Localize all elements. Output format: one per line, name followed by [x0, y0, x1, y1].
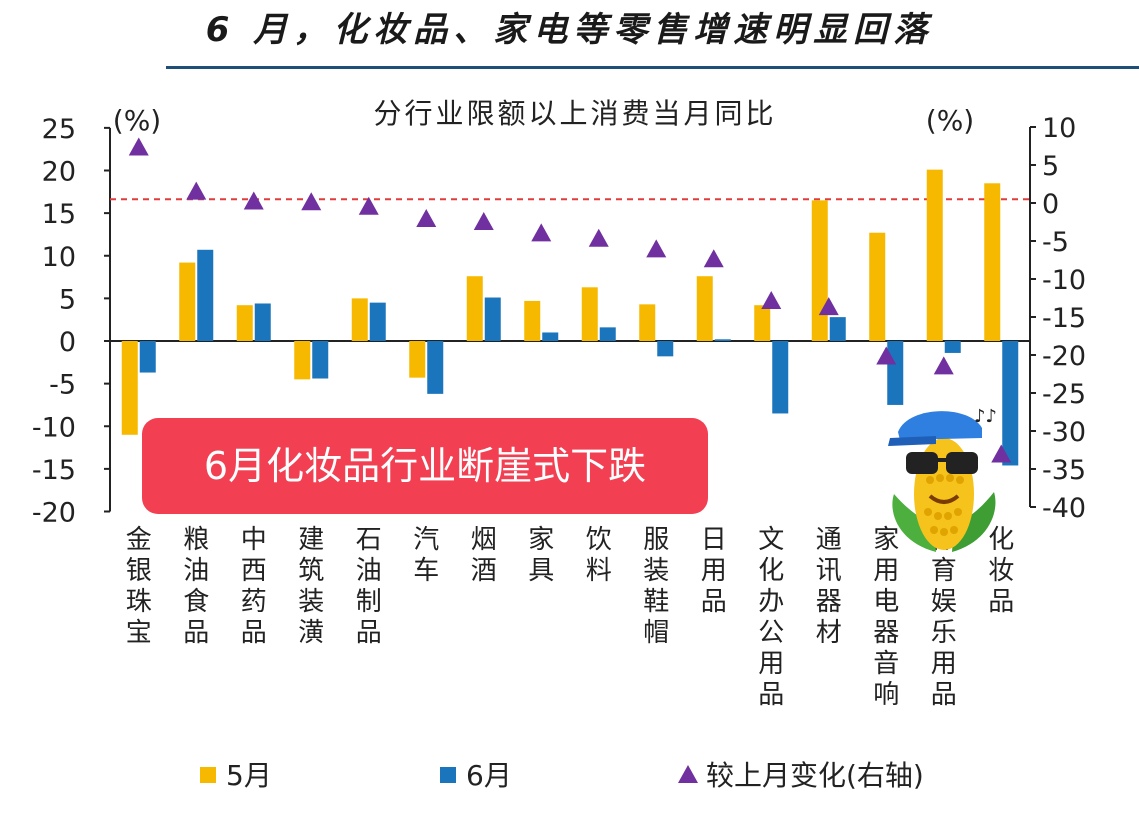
bar-june	[944, 341, 961, 353]
category-label: 家用电器音响	[873, 525, 899, 710]
category-label: 饮料	[586, 525, 612, 586]
bar-may	[294, 341, 311, 380]
bar-may	[179, 262, 196, 341]
left-tick-label: 5	[59, 284, 76, 315]
bar-june	[599, 327, 616, 341]
title-underline	[166, 66, 1139, 69]
category-label: 文化办公用品	[758, 525, 784, 710]
left-tick-label: 0	[59, 327, 76, 358]
bar-june	[484, 297, 501, 341]
left-tick-label: 20	[42, 157, 76, 188]
change-marker	[703, 249, 724, 268]
change-marker	[761, 291, 782, 310]
right-tick-label: -10	[1042, 265, 1086, 296]
headline-banner: 6月化妆品行业断崖式下跌	[142, 418, 708, 514]
left-tick-label: -10	[32, 412, 76, 443]
bar-june	[772, 341, 789, 414]
change-marker	[933, 356, 954, 375]
change-marker	[876, 346, 897, 365]
bar-june	[887, 341, 904, 405]
category-label: 金银珠宝	[126, 525, 152, 648]
bar-may	[581, 287, 598, 341]
bar-june	[312, 341, 329, 379]
bar-june	[829, 317, 846, 341]
bar-may	[754, 305, 771, 341]
bar-june	[542, 332, 559, 341]
category-label: 化妆品	[988, 525, 1014, 617]
bar-june	[1002, 341, 1019, 466]
bar-june	[427, 341, 444, 394]
bar-may	[121, 341, 138, 435]
right-tick-label: -35	[1042, 455, 1086, 486]
category-label: 粮油食品	[183, 525, 209, 648]
legend-marker-change	[678, 765, 698, 783]
left-tick-label: -15	[32, 455, 76, 486]
right-tick-label: -25	[1042, 379, 1086, 410]
change-marker	[128, 137, 149, 156]
bar-june	[254, 303, 271, 341]
header-title: 6 月，化妆品、家电等零售增速明显回落	[205, 10, 934, 50]
change-marker	[991, 444, 1012, 463]
bar-june	[139, 341, 156, 373]
left-tick-label: -5	[49, 370, 76, 401]
change-marker	[473, 212, 494, 230]
bar-may	[926, 169, 943, 341]
svg-text:♪♪: ♪♪	[974, 406, 997, 427]
left-tick-label: -20	[32, 498, 76, 529]
bar-may	[869, 232, 886, 341]
right-tick-label: -5	[1042, 227, 1069, 258]
category-label: 服装鞋帽	[643, 525, 669, 648]
right-tick-label: 5	[1042, 151, 1059, 182]
change-marker	[358, 196, 379, 215]
bar-may	[984, 183, 1001, 341]
bar-may	[236, 305, 253, 341]
change-marker	[646, 239, 667, 258]
change-marker	[818, 297, 839, 316]
category-label: 建筑装潢	[298, 525, 324, 648]
legend-swatch-may	[200, 767, 216, 783]
right-tick-label: -30	[1042, 417, 1086, 448]
bar-june	[197, 249, 214, 341]
change-marker	[531, 223, 552, 242]
corn-mascot-icon: ♪♪	[888, 406, 997, 552]
legend-swatch-june	[440, 767, 456, 783]
chart-title: 分行业限额以上消费当月同比	[373, 97, 776, 130]
left-tick-label: 25	[42, 114, 76, 145]
change-marker	[186, 181, 207, 200]
left-tick-label: 10	[42, 242, 76, 273]
bar-may	[351, 298, 368, 341]
legend-label-change: 较上月变化(右轴)	[706, 759, 924, 792]
right-tick-label: 10	[1042, 113, 1076, 144]
bar-june	[714, 339, 731, 341]
change-marker	[243, 191, 264, 210]
change-marker	[588, 228, 609, 247]
category-label: 汽车	[413, 525, 439, 586]
bar-may	[696, 276, 713, 341]
right-tick-label: -20	[1042, 341, 1086, 372]
right-axis-unit: (%)	[926, 104, 974, 137]
bar-may	[409, 341, 426, 378]
category-label: 通讯器材	[816, 525, 842, 648]
category-label: 日用品	[701, 525, 727, 617]
left-tick-label: 15	[42, 199, 76, 230]
right-tick-label: 0	[1042, 189, 1059, 220]
category-label: 石油制品	[356, 525, 382, 648]
legend-label-june: 6月	[466, 759, 512, 792]
change-marker	[416, 208, 437, 227]
change-marker	[301, 192, 322, 211]
bar-may	[639, 304, 656, 341]
right-tick-label: -40	[1042, 493, 1086, 524]
bar-june	[369, 302, 386, 341]
legend-label-may: 5月	[226, 759, 272, 792]
left-axis-unit: (%)	[113, 104, 161, 137]
category-label: 家具	[528, 525, 554, 586]
category-label: 烟酒	[471, 525, 497, 586]
category-label: 中西药品	[241, 525, 267, 648]
bar-may	[524, 300, 541, 341]
right-tick-label: -15	[1042, 303, 1086, 334]
bar-june	[657, 341, 674, 357]
bar-may	[466, 276, 483, 341]
bar-may	[811, 200, 828, 341]
